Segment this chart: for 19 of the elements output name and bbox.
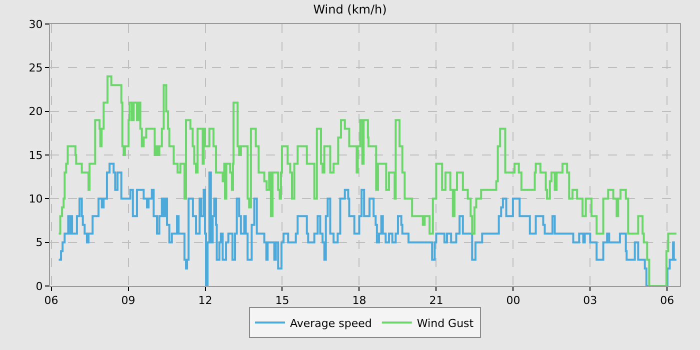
y-tick-label: 10 [28, 192, 43, 206]
x-tick-label: 06 [660, 294, 674, 308]
x-tick-label: 03 [583, 294, 598, 308]
x-tick-label: 09 [121, 294, 136, 308]
y-tick-label: 30 [28, 18, 43, 31]
y-tick-label: 5 [36, 236, 43, 250]
y-tick-label: 15 [28, 148, 43, 162]
y-tick-label: 0 [36, 280, 43, 293]
x-tick-label: 06 [44, 294, 58, 308]
x-tick-label: 15 [275, 294, 290, 308]
y-tick-label: 20 [28, 105, 43, 118]
y-tick-label: 25 [28, 62, 43, 75]
x-tick-label: 00 [506, 294, 520, 308]
legend-label: Average speed [290, 316, 372, 330]
chart-title: Wind (km/h) [313, 2, 387, 17]
legend-label: Wind Gust [416, 316, 474, 330]
x-tick-label: 21 [429, 294, 444, 308]
x-tick-label: 18 [352, 294, 366, 308]
x-tick-label: 12 [198, 294, 212, 308]
